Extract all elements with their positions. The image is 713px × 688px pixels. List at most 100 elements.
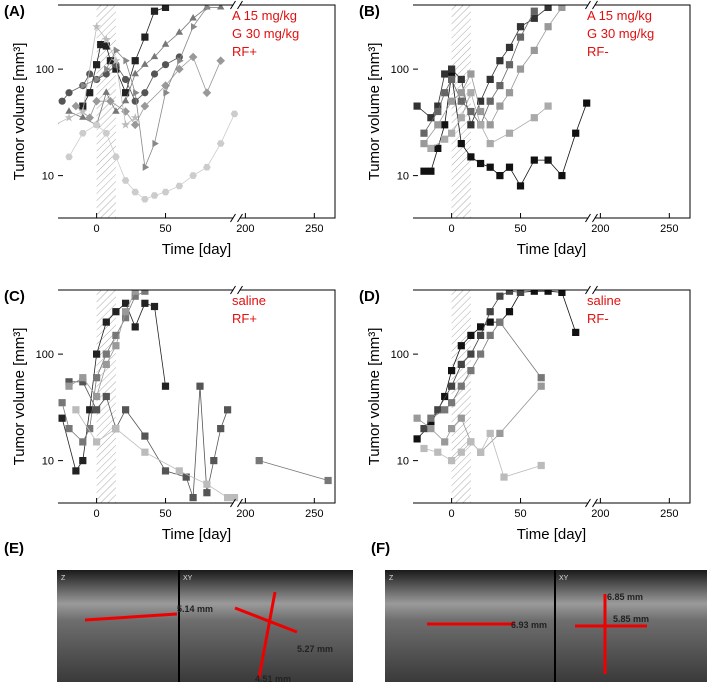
series-line [61, 290, 146, 443]
data-point [496, 429, 504, 437]
x-tick-label: 200 [236, 508, 254, 520]
y-axis-label: Tumor volume [mm³] [11, 43, 28, 181]
data-point [467, 367, 475, 375]
data-point [106, 96, 115, 106]
data-point [516, 65, 525, 73]
axes-frame [413, 4, 691, 219]
annotation: G 30 mg/kg [587, 26, 654, 41]
data-point [572, 129, 580, 137]
data-point [420, 444, 428, 453]
data-point [86, 406, 94, 414]
data-point [58, 97, 66, 105]
data-point [175, 28, 184, 35]
data-point [530, 290, 538, 295]
data-point [121, 75, 130, 84]
y-tick-label: 10 [42, 456, 54, 468]
data-point [448, 75, 456, 83]
data-point [65, 153, 73, 161]
data-point [505, 61, 514, 69]
x-tick-label: 250 [660, 508, 678, 520]
data-point [133, 89, 140, 97]
data-point [537, 374, 545, 382]
data-point [505, 163, 514, 171]
data-point [448, 129, 456, 137]
x-tick-label: 200 [591, 508, 609, 520]
axis-break [585, 498, 598, 508]
data-point [477, 107, 485, 116]
data-point [537, 461, 545, 470]
view-label: XY [183, 575, 193, 582]
panel-label: (E) [4, 540, 24, 557]
data-point [86, 425, 94, 433]
data-point [122, 89, 130, 97]
data-point [530, 156, 538, 164]
data-point [583, 99, 591, 107]
data-point [467, 331, 475, 339]
data-point [189, 494, 197, 502]
measurement: 5.85 mm [613, 614, 649, 624]
data-point [496, 318, 504, 326]
data-point [448, 382, 456, 390]
data-point [64, 113, 74, 122]
data-point [516, 290, 525, 296]
data-point [530, 46, 538, 54]
data-point [175, 182, 184, 190]
data-point [65, 425, 73, 433]
measure-line [84, 612, 178, 622]
data-point [102, 42, 110, 50]
measurement: 5.14 mm [177, 604, 213, 614]
data-point [467, 153, 475, 161]
data-point [97, 41, 105, 49]
data-point [58, 399, 66, 407]
data-point [131, 323, 139, 331]
measurement: 4.51 mm [255, 674, 291, 683]
data-point [79, 102, 87, 110]
data-point [72, 467, 80, 475]
panel: 0 50 200 250 10 100 (A) Tumor volume [mm³] Time … [4, 0, 336, 258]
data-point [93, 438, 101, 446]
data-point [516, 33, 525, 41]
axis-break [585, 0, 598, 10]
x-tick-label: 200 [236, 223, 254, 235]
data-point [505, 129, 514, 137]
data-point [141, 196, 149, 203]
series-line [416, 385, 542, 453]
x-axis-label: Time [day] [162, 241, 231, 258]
data-point [177, 56, 184, 65]
data-point [92, 22, 102, 31]
data-point [130, 120, 140, 130]
x-tick-label: 250 [305, 508, 323, 520]
data-point [102, 130, 110, 137]
data-point [486, 331, 494, 339]
annotation: saline [232, 293, 266, 308]
data-point [79, 438, 87, 446]
data-point [496, 292, 504, 300]
data-point [216, 56, 225, 65]
data-point [427, 425, 435, 433]
data-point [203, 480, 211, 488]
x-tick-label: 200 [591, 223, 609, 235]
panel: 0 50 200 250 10 100 (C) Tumor volume [mm³] Time … [4, 285, 336, 543]
data-point [210, 457, 218, 465]
image-bg [57, 570, 353, 682]
data-point [467, 350, 475, 358]
series-line [416, 290, 577, 440]
data-point [94, 75, 101, 84]
data-point [467, 121, 475, 129]
data-point [141, 33, 149, 41]
series-line [68, 7, 221, 126]
y-axis-label: Tumor volume [mm³] [11, 328, 28, 466]
data-point [496, 82, 504, 90]
data-point [434, 107, 442, 116]
data-point [150, 302, 159, 311]
data-point [505, 290, 514, 295]
measurement: 5.27 mm [297, 644, 333, 654]
data-point [203, 163, 211, 171]
data-point [486, 308, 494, 316]
data-point [544, 290, 552, 295]
data-point [427, 167, 435, 175]
axis-break [585, 285, 598, 295]
data-point [161, 382, 170, 390]
data-point [544, 156, 552, 164]
data-point [457, 114, 465, 122]
